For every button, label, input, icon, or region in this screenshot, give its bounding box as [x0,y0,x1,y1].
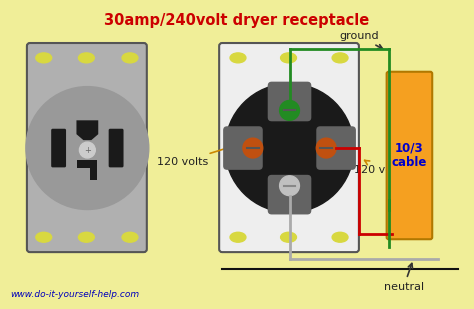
FancyBboxPatch shape [51,129,66,167]
Text: 30amp/240volt dryer receptacle: 30amp/240volt dryer receptacle [104,13,370,28]
Text: ground: ground [339,31,383,49]
Text: www.do-it-yourself-help.com: www.do-it-yourself-help.com [10,290,139,299]
Ellipse shape [122,232,138,242]
Circle shape [316,138,336,158]
FancyBboxPatch shape [387,72,432,239]
Ellipse shape [78,232,94,242]
FancyBboxPatch shape [268,82,311,121]
Polygon shape [77,160,97,180]
Ellipse shape [332,53,348,63]
Circle shape [80,142,95,158]
Ellipse shape [281,232,296,242]
Text: +: + [84,146,91,154]
Ellipse shape [230,232,246,242]
Ellipse shape [122,53,138,63]
Circle shape [280,100,300,120]
FancyBboxPatch shape [223,126,263,170]
FancyBboxPatch shape [219,43,359,252]
Polygon shape [76,120,98,140]
FancyBboxPatch shape [109,129,124,167]
Ellipse shape [281,53,296,63]
Ellipse shape [332,232,348,242]
Ellipse shape [78,53,94,63]
FancyBboxPatch shape [27,43,147,252]
Ellipse shape [36,232,52,242]
Circle shape [280,176,300,196]
Ellipse shape [230,53,246,63]
Circle shape [26,87,149,210]
Text: 10/3
cable: 10/3 cable [392,142,427,170]
FancyBboxPatch shape [268,175,311,214]
Circle shape [285,144,293,152]
FancyBboxPatch shape [316,126,356,170]
Circle shape [243,138,263,158]
Text: 120 volts: 120 volts [157,144,238,167]
Ellipse shape [36,53,52,63]
Text: neutral: neutral [383,264,424,292]
Circle shape [225,84,354,213]
Text: 120 volts: 120 volts [354,160,405,175]
